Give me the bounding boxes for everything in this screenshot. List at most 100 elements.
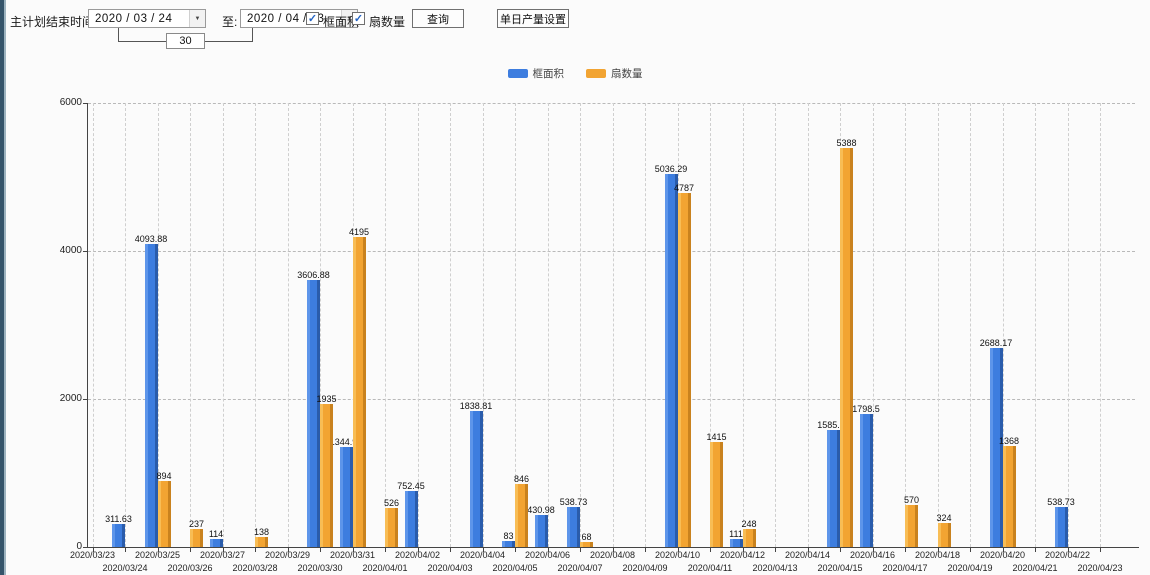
x-tick — [92, 548, 94, 552]
bar-value-label: 752.45 — [397, 481, 425, 492]
x-tick — [222, 548, 224, 552]
bar-框面积-2020/04/16 — [859, 413, 873, 547]
bar-chart-plot-area: 0 2000 4000 6000 2020/03/23 2020/03/24 2020/03… — [60, 97, 1139, 573]
bar-value-label: 248 — [741, 518, 757, 529]
v-gridline — [775, 103, 776, 547]
days-count-input[interactable]: 30 — [166, 33, 205, 49]
bar-value-label: 538.73 — [559, 497, 588, 508]
left-edge-strip — [0, 0, 6, 575]
bar-扇数量-2020/03/26 — [190, 529, 203, 547]
x-tick — [287, 548, 289, 552]
x-tick — [320, 548, 321, 552]
bar-框面积-2020/03/27 — [209, 538, 223, 547]
bar-扇数量-2020/04/12 — [742, 528, 756, 547]
x-axis-label: 2020/04/12 — [719, 550, 766, 560]
date-from-value: 2020 / 03 / 24 — [95, 12, 173, 25]
v-gridline — [417, 103, 419, 547]
checkbox-fan-count[interactable]: ✓ — [352, 12, 365, 25]
v-gridline — [905, 103, 906, 547]
x-tick — [255, 548, 256, 552]
x-tick — [417, 548, 419, 552]
v-gridline — [580, 103, 581, 547]
x-tick — [352, 548, 354, 552]
checkbox-frame-area[interactable]: ✓ — [306, 12, 319, 25]
bar-value-label: 68 — [581, 531, 592, 542]
bar-value-label: 237 — [188, 519, 205, 530]
bar-value-label: 311.63 — [105, 513, 132, 524]
bar-value-label: 5036.29 — [654, 164, 688, 175]
bar-框面积-2020/04/07 — [567, 507, 580, 547]
x-axis-label: 2020/04/01 — [362, 563, 408, 573]
legend-item-0[interactable]: 框面积 — [507, 66, 564, 81]
x-tick — [645, 548, 646, 552]
bar-value-label: 846 — [513, 474, 530, 485]
bar-value-label: 1585.96 — [817, 419, 850, 430]
x-tick — [807, 548, 809, 552]
x-tick — [937, 548, 939, 552]
x-axis-label: 2020/04/08 — [589, 550, 636, 560]
legend-item-1[interactable]: 扇数量 — [586, 66, 643, 81]
x-tick — [905, 548, 906, 552]
x-axis-label: 2020/04/09 — [622, 563, 668, 573]
x-tick — [840, 548, 841, 552]
h-gridline — [88, 251, 1135, 252]
x-tick — [872, 548, 874, 552]
v-gridline — [515, 103, 516, 547]
x-tick — [580, 548, 581, 552]
x-axis-label: 2020/04/21 — [1012, 563, 1058, 573]
bar-value-label: 1838.81 — [459, 400, 493, 411]
v-gridline — [450, 103, 451, 547]
x-axis-label: 2020/04/17 — [882, 563, 928, 573]
x-axis-label: 2020/04/04 — [459, 550, 506, 560]
x-axis-label: 2020/04/10 — [654, 550, 701, 560]
v-gridline — [125, 103, 126, 547]
x-axis-label: 2020/04/02 — [394, 550, 441, 560]
x-tick — [385, 548, 386, 552]
bar-扇数量-2020/03/31 — [352, 236, 366, 547]
v-gridline — [255, 103, 256, 547]
bar-value-label: 138 — [253, 526, 270, 537]
bar-扇数量-2020/04/17 — [905, 504, 918, 547]
v-gridline — [482, 103, 484, 547]
x-tick — [1035, 548, 1036, 552]
daily-output-settings-button[interactable]: 单日产量设置 — [497, 9, 569, 28]
y-tick — [83, 547, 87, 548]
bar-value-label: 894 — [156, 470, 172, 481]
x-tick — [515, 548, 516, 552]
x-axis-label: 2020/03/30 — [297, 563, 343, 573]
bar-框面积-2020/04/06 — [534, 515, 548, 547]
bar-value-label: 4093.88 — [134, 234, 168, 245]
v-gridline — [1067, 103, 1069, 547]
chart-legend: 框面积 扇数量 — [0, 66, 1150, 81]
x-axis-label: 2020/04/15 — [817, 563, 863, 573]
x-axis-label: 2020/04/20 — [979, 550, 1026, 560]
x-tick — [742, 548, 744, 552]
connector-line — [118, 28, 119, 41]
x-tick — [547, 548, 549, 552]
x-axis-label: 2020/04/05 — [492, 563, 538, 573]
date-to-value: 2020 / 04 / 23 — [247, 12, 325, 25]
x-axis-label: 2020/04/03 — [427, 563, 473, 573]
v-gridline — [742, 103, 744, 547]
x-tick — [775, 548, 776, 552]
y-tick — [83, 251, 87, 252]
x-axis-label: 2020/03/29 — [264, 550, 311, 560]
bar-框面积-2020/04/05 — [502, 540, 515, 547]
x-tick — [1002, 548, 1004, 552]
bar-扇数量-2020/04/20 — [1002, 445, 1016, 547]
query-button[interactable]: 查询 — [412, 9, 464, 28]
x-tick — [482, 548, 484, 552]
x-axis-label: 2020/04/19 — [947, 563, 993, 573]
date-from-picker[interactable]: 2020 / 03 / 24 ▼ — [88, 9, 206, 28]
bar-value-label: 3606.88 — [297, 270, 330, 281]
y-axis-tick-label: 2000 — [59, 393, 82, 404]
bar-扇数量-2020/04/01 — [385, 508, 398, 547]
x-axis-label: 2020/04/13 — [752, 563, 798, 573]
bar-value-label: 2688.17 — [979, 338, 1013, 349]
x-tick — [1100, 548, 1101, 552]
chevron-down-icon[interactable]: ▼ — [189, 10, 205, 27]
v-gridline — [612, 103, 614, 547]
legend-swatch-icon — [507, 69, 528, 78]
bar-扇数量-2020/03/30 — [320, 403, 333, 547]
y-axis-tick-label: 4000 — [59, 245, 82, 256]
